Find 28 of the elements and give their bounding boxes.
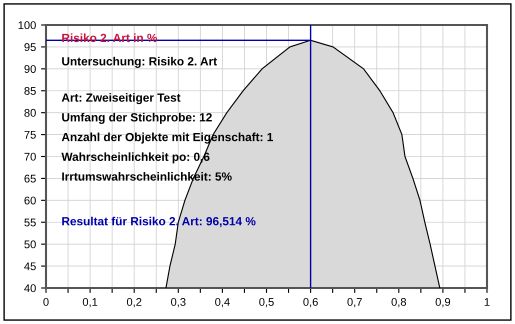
x-tick-label: 0,9 [436, 298, 450, 308]
x-tick-label: 1 [484, 298, 490, 306]
y-tick-label: 85 [24, 87, 36, 95]
x-tick-label: 0,1 [82, 298, 98, 308]
annotation: Umfang der Stichprobe: 12 [62, 112, 212, 124]
y-tick-label: 80 [24, 108, 36, 117]
annotation: Art: Zweiseitiger Test [62, 93, 180, 104]
y-tick-label: 95 [24, 43, 36, 52]
y-tick-label: 60 [24, 196, 36, 204]
y-tick-label: 45 [24, 262, 36, 270]
x-tick-label: 0,2 [126, 298, 142, 308]
y-tick-label: 40 [24, 284, 36, 292]
x-tick-label: 0,6 [303, 298, 318, 308]
annotation: Untersuchung: Risiko 2. Art [62, 56, 217, 68]
y-tick-label: 55 [24, 218, 36, 226]
y-tick-label: 70 [24, 152, 36, 161]
y-tick-label: 90 [24, 65, 36, 73]
ref-line-label: Resultat für Risiko 2. Art: 96,514 % [62, 216, 256, 228]
y-tick-label: 50 [24, 240, 36, 248]
x-tick-label: 0,5 [259, 298, 274, 308]
x-tick-label: 0,7 [347, 298, 362, 308]
y-tick-label: 75 [24, 130, 36, 139]
x-tick-label: 0,4 [215, 298, 230, 308]
y-tick-label: 100 [18, 21, 36, 30]
y-tick-label: 65 [24, 174, 36, 183]
x-tick-label: 0,3 [171, 298, 186, 308]
x-tick-label: 0,8 [392, 298, 406, 308]
x-tick-label: 0 [43, 298, 49, 306]
